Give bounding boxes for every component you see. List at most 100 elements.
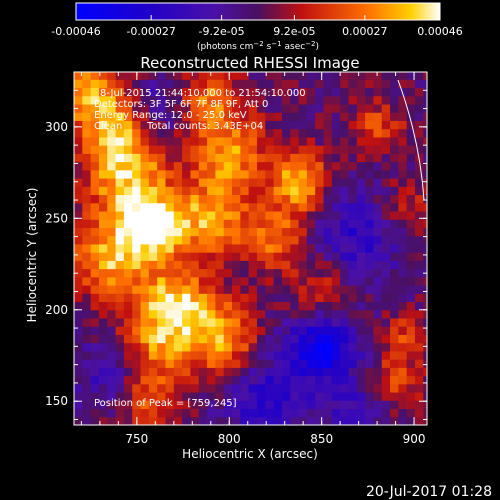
heatmap-cell — [98, 400, 108, 410]
heatmap-cell — [173, 72, 183, 80]
heatmap-cell — [306, 359, 316, 368]
heatmap-cell — [82, 350, 92, 360]
heatmap-cell — [74, 178, 83, 187]
heatmap-cell — [348, 367, 358, 377]
heatmap-cell — [82, 219, 92, 228]
heatmap-cell — [215, 359, 225, 368]
heatmap-cell — [107, 326, 117, 335]
heatmap-cell — [323, 95, 333, 105]
heatmap-cell — [306, 408, 316, 418]
heatmap-cell — [348, 95, 358, 105]
heatmap-cell — [348, 194, 358, 204]
heatmap-cell — [207, 318, 216, 327]
heatmap-cell — [140, 87, 150, 97]
heatmap-cell — [340, 375, 349, 385]
heatmap-cell — [331, 285, 341, 294]
heatmap-cell — [182, 120, 191, 130]
heatmap-cell — [223, 211, 233, 220]
heatmap-cell — [414, 211, 424, 220]
heatmap-cell — [315, 350, 325, 360]
heatmap-cell — [123, 136, 133, 146]
heatmap-cell — [215, 243, 225, 253]
heatmap-cell — [315, 285, 325, 294]
heatmap-cell — [331, 350, 341, 360]
heatmap-cell — [390, 326, 399, 335]
heatmap-cell — [315, 293, 325, 303]
heatmap-cell — [348, 72, 358, 80]
heatmap-cell — [331, 392, 341, 401]
heatmap-cell — [356, 408, 366, 418]
heatmap-cell — [390, 383, 399, 393]
heatmap-cell — [365, 293, 374, 303]
heatmap-cell — [406, 153, 416, 163]
heatmap-cell — [414, 375, 424, 385]
heatmap-cell — [356, 309, 366, 319]
heatmap-cell — [340, 128, 349, 138]
heatmap-cell — [348, 318, 358, 327]
heatmap-cell — [398, 416, 408, 425]
heatmap-cell — [423, 342, 427, 352]
heatmap-cell — [140, 285, 150, 294]
heatmap-cell — [323, 178, 333, 187]
heatmap-cell — [90, 79, 100, 89]
heatmap-cell — [265, 219, 275, 228]
heatmap-cell — [281, 392, 291, 401]
heatmap-cell — [365, 350, 374, 360]
heatmap-cell — [331, 219, 341, 228]
heatmap-cell — [381, 104, 391, 113]
heatmap-cell — [207, 350, 216, 360]
heatmap-cell — [315, 400, 325, 410]
heatmap-cell — [398, 392, 408, 401]
heatmap-cell — [323, 309, 333, 319]
heatmap-cell — [423, 276, 427, 286]
heatmap-cell — [340, 326, 349, 335]
heatmap-cell — [290, 334, 300, 344]
heatmap-cell — [232, 408, 241, 418]
heatmap-cell — [373, 400, 383, 410]
heatmap-cell — [215, 260, 225, 270]
heatmap-cell — [173, 334, 183, 344]
heatmap-cell — [123, 268, 133, 278]
heatmap-cell — [423, 285, 427, 294]
heatmap-cell — [123, 252, 133, 261]
heatmap-cell — [198, 211, 208, 220]
heatmap-cell — [373, 260, 383, 270]
heatmap-cell — [207, 112, 216, 121]
heatmap-cell — [290, 359, 300, 368]
heatmap-cell — [290, 342, 300, 352]
heatmap-cell — [190, 153, 200, 163]
y-tick-label: 300 — [45, 120, 68, 134]
heatmap-cell — [265, 408, 275, 418]
heatmap-cell — [315, 260, 325, 270]
heatmap-cell — [398, 268, 408, 278]
heatmap-cell — [182, 334, 191, 344]
heatmap-cell — [323, 268, 333, 278]
heatmap-cell — [140, 194, 150, 204]
heatmap-cell — [373, 186, 383, 196]
heatmap-cell — [323, 112, 333, 121]
heatmap-cell — [414, 194, 424, 204]
heatmap-cell — [123, 227, 133, 237]
heatmap-cell — [232, 87, 241, 97]
heatmap-cell — [414, 252, 424, 261]
heatmap-cell — [198, 350, 208, 360]
heatmap-cell — [132, 128, 142, 138]
heatmap-cell — [232, 383, 241, 393]
heatmap-cell — [232, 367, 241, 377]
heatmap-cell — [315, 194, 325, 204]
heatmap-cell — [323, 350, 333, 360]
heatmap-cell — [373, 211, 383, 220]
heatmap-cell — [414, 342, 424, 352]
heatmap-cell — [315, 235, 325, 245]
heatmap-cell — [281, 260, 291, 270]
heatmap-cell — [107, 161, 117, 171]
heatmap-cell — [115, 318, 125, 327]
heatmap-cell — [173, 87, 183, 97]
heatmap-cell — [115, 392, 125, 401]
heatmap-cell — [331, 400, 341, 410]
heatmap-cell — [315, 186, 325, 196]
heatmap-cell — [306, 243, 316, 253]
heatmap-cell — [265, 95, 275, 105]
heatmap-cell — [256, 260, 266, 270]
heatmap-cell — [123, 392, 133, 401]
